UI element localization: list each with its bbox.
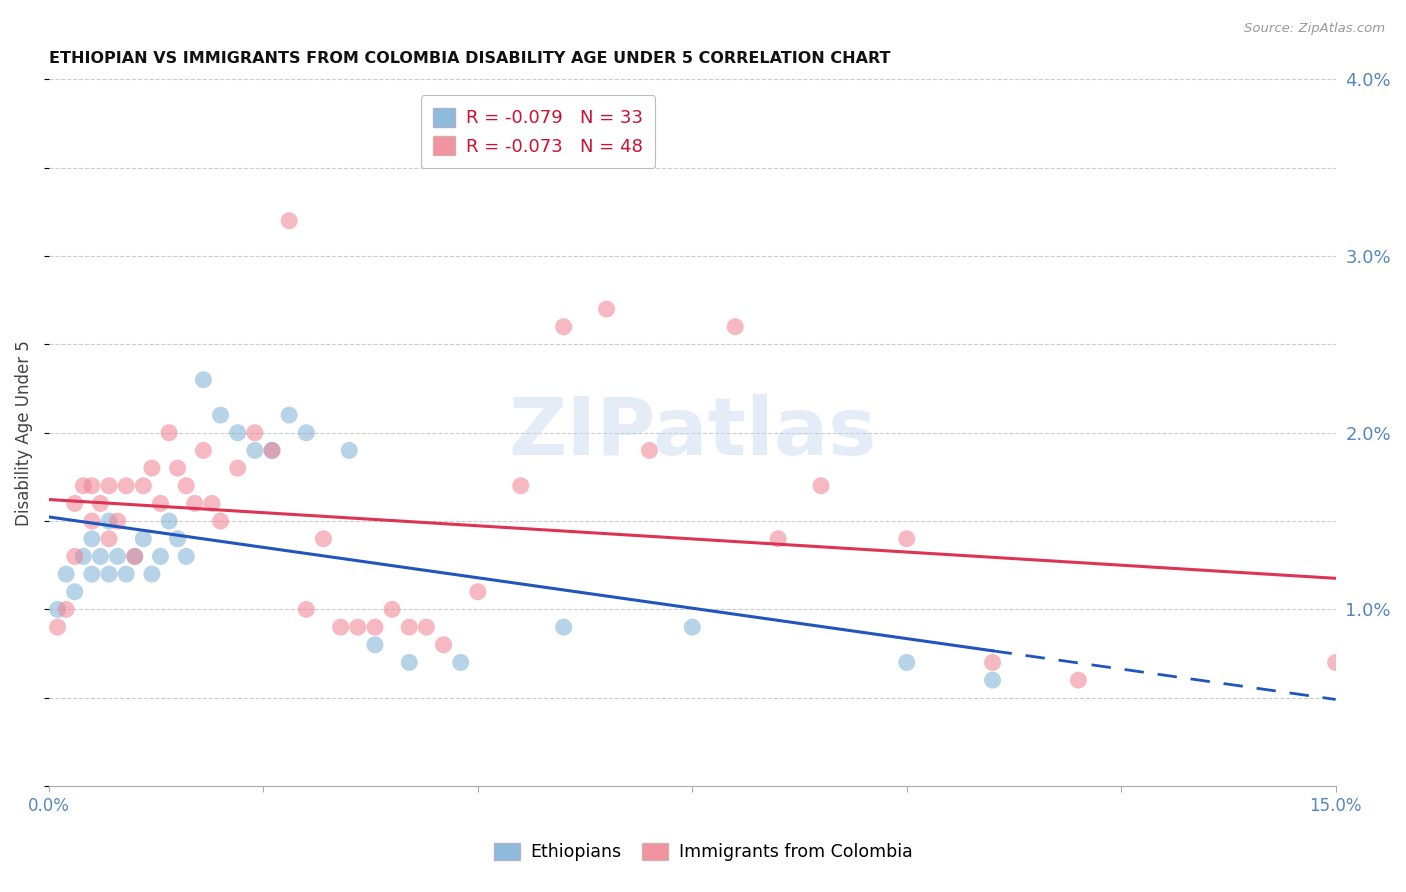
Point xyxy=(432,638,454,652)
Text: ETHIOPIAN VS IMMIGRANTS FROM COLOMBIA DISABILITY AGE UNDER 5 CORRELATION CHART: ETHIOPIAN VS IMMIGRANTS FROM COLOMBIA DI… xyxy=(49,51,890,66)
Point xyxy=(124,549,146,564)
Point xyxy=(398,656,420,670)
Point xyxy=(72,479,94,493)
Point xyxy=(209,408,232,422)
Point xyxy=(896,656,918,670)
Text: ZIPatlas: ZIPatlas xyxy=(508,393,876,472)
Point xyxy=(243,425,266,440)
Point xyxy=(766,532,789,546)
Point xyxy=(141,461,163,475)
Point xyxy=(1324,656,1347,670)
Point xyxy=(46,620,69,634)
Point xyxy=(132,479,155,493)
Point xyxy=(260,443,283,458)
Point xyxy=(55,567,77,582)
Y-axis label: Disability Age Under 5: Disability Age Under 5 xyxy=(15,340,32,525)
Point xyxy=(364,620,387,634)
Point xyxy=(98,479,121,493)
Point xyxy=(467,584,489,599)
Point xyxy=(174,549,197,564)
Point xyxy=(115,479,138,493)
Point xyxy=(46,602,69,616)
Point xyxy=(595,301,617,316)
Point xyxy=(115,567,138,582)
Point xyxy=(124,549,146,564)
Text: Source: ZipAtlas.com: Source: ZipAtlas.com xyxy=(1244,22,1385,36)
Point xyxy=(364,638,387,652)
Point xyxy=(415,620,437,634)
Point xyxy=(1067,673,1090,687)
Point xyxy=(981,673,1004,687)
Point xyxy=(132,532,155,546)
Point xyxy=(184,496,207,510)
Point xyxy=(72,549,94,564)
Point xyxy=(107,549,129,564)
Point xyxy=(553,620,575,634)
Point xyxy=(337,443,360,458)
Point xyxy=(80,532,103,546)
Point xyxy=(278,408,301,422)
Point xyxy=(243,443,266,458)
Point xyxy=(80,567,103,582)
Point xyxy=(63,549,86,564)
Point xyxy=(141,567,163,582)
Point xyxy=(63,496,86,510)
Point xyxy=(278,213,301,227)
Point xyxy=(638,443,661,458)
Point xyxy=(724,319,747,334)
Point xyxy=(346,620,368,634)
Point xyxy=(329,620,352,634)
Point xyxy=(553,319,575,334)
Point xyxy=(398,620,420,634)
Point xyxy=(201,496,224,510)
Point xyxy=(193,443,215,458)
Legend: R = -0.079   N = 33, R = -0.073   N = 48: R = -0.079 N = 33, R = -0.073 N = 48 xyxy=(420,95,655,169)
Legend: Ethiopians, Immigrants from Colombia: Ethiopians, Immigrants from Colombia xyxy=(485,834,921,870)
Point xyxy=(209,514,232,528)
Point xyxy=(166,461,188,475)
Point xyxy=(107,514,129,528)
Point xyxy=(63,584,86,599)
Point xyxy=(89,549,111,564)
Point xyxy=(295,425,318,440)
Point xyxy=(149,496,172,510)
Point xyxy=(98,567,121,582)
Point xyxy=(681,620,703,634)
Point xyxy=(295,602,318,616)
Point xyxy=(193,373,215,387)
Point xyxy=(226,425,249,440)
Point xyxy=(166,532,188,546)
Point xyxy=(157,425,180,440)
Point xyxy=(896,532,918,546)
Point xyxy=(149,549,172,564)
Point xyxy=(89,496,111,510)
Point xyxy=(509,479,531,493)
Point xyxy=(226,461,249,475)
Point xyxy=(80,479,103,493)
Point xyxy=(810,479,832,493)
Point xyxy=(381,602,404,616)
Point xyxy=(55,602,77,616)
Point xyxy=(260,443,283,458)
Point xyxy=(98,532,121,546)
Point xyxy=(174,479,197,493)
Point xyxy=(450,656,472,670)
Point xyxy=(80,514,103,528)
Point xyxy=(981,656,1004,670)
Point xyxy=(312,532,335,546)
Point xyxy=(157,514,180,528)
Point xyxy=(98,514,121,528)
